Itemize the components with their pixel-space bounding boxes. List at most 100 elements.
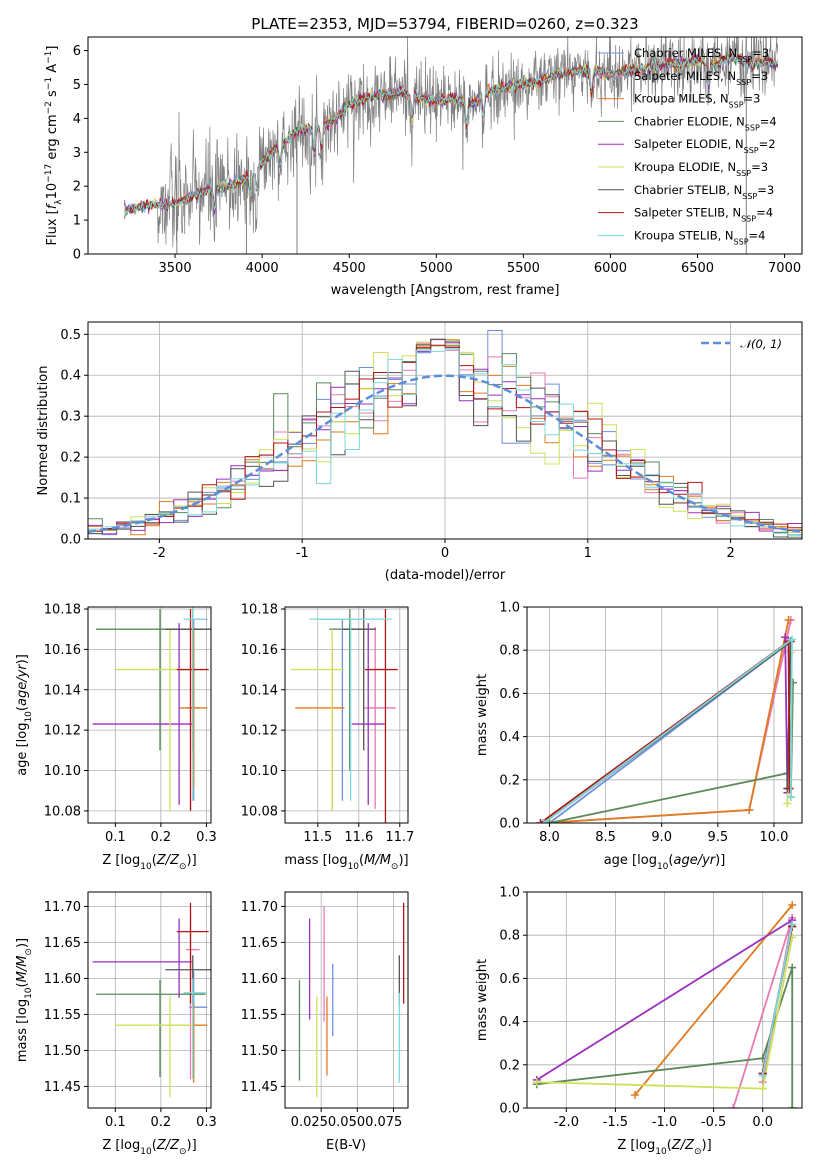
errorbar-salpeter-elodie <box>92 918 193 998</box>
label-part: 10 <box>657 862 669 872</box>
label-part: )] <box>187 853 197 868</box>
errorbar-kroupa-stelib <box>183 978 207 1080</box>
mass-weight-vs-age-panel: 8.0 8.5 9.0 9.5 10.0 0.0 0.2 0.4 0.6 0.8 1.0 age [l… <box>475 601 803 872</box>
y-tick-label: 1.0 <box>499 886 520 901</box>
age-vs-Z-panel: 0.1 0.2 0.3 10.08 10.10 10.12 10.14 10.16 10.18 Z… <box>15 603 217 872</box>
errorbar-chabrier-miles <box>189 618 208 801</box>
y-tick-label: 11.50 <box>241 1044 278 1059</box>
weight-line-kroupa-stelib <box>761 924 794 1076</box>
y-axis-label: age [log10(age/yr)] <box>15 654 34 776</box>
x-tick-label: 11.7 <box>385 830 414 845</box>
errorbar-kroupa-stelib <box>309 618 392 801</box>
errorbar-kroupa-elodie <box>115 629 193 811</box>
weight-marker <box>787 635 796 644</box>
label-part: mass weight <box>475 959 490 1041</box>
legend-label-sub: SSP <box>736 169 751 178</box>
y-tick-label: 11.60 <box>44 972 81 987</box>
x-tick-label: 0 <box>441 546 449 561</box>
legend-label-suffix: =3 <box>757 183 774 197</box>
axes-frame <box>284 891 409 1109</box>
weight-marker <box>536 819 545 823</box>
errorbar-kroupa-miles <box>180 627 208 789</box>
legend-label-main: Kroupa MILES, N <box>634 92 729 106</box>
y-tick-label: 0.4 <box>499 730 520 745</box>
y-tick-label: 11.55 <box>44 1008 81 1023</box>
label-part: ⊙ <box>179 1147 187 1157</box>
y-tick-label: 0.8 <box>499 929 520 944</box>
errorbar-chabrier-stelib <box>343 609 377 751</box>
y-axis-label: mass weight <box>475 959 490 1041</box>
mass-weight-vs-Z-panel: -2.0 -1.5 -1.0 -0.5 0.0 0.0 0.2 0.4 0.6 0.8 1.0 Z [… <box>475 886 803 1157</box>
x-tick-label: 3500 <box>159 261 192 276</box>
label-part: ( <box>152 853 157 868</box>
histogram-salpeter-stelib <box>88 344 802 532</box>
y-tick-label: 0.3 <box>60 410 81 425</box>
y-tick-label: 0.8 <box>499 644 520 659</box>
legend-label-suffix: =3 <box>751 69 768 83</box>
label-part: Z/Z <box>156 853 180 868</box>
errorbar-kroupa-stelib <box>183 607 207 801</box>
label-part: ] <box>45 46 60 51</box>
plot-area <box>88 330 802 538</box>
x-tick-label: -2 <box>153 546 166 561</box>
label-part: Z/Z <box>671 1138 695 1153</box>
weight-marker <box>539 819 548 823</box>
x-tick-labels: 0.0250.0500.075 <box>291 1115 403 1130</box>
x-tick-label: 11.5 <box>303 830 332 845</box>
legend-label: Chabrier ELODIE, NSSP=4 <box>634 114 777 131</box>
plot-area <box>298 902 405 1098</box>
x-tick-label: 8.0 <box>539 830 560 845</box>
x-tick-label: 11.6 <box>344 830 373 845</box>
legend-label-sub: SSP <box>744 146 759 155</box>
legend-label-suffix: =4 <box>749 228 766 242</box>
axes-frame <box>284 606 409 824</box>
weight-marker <box>758 1071 767 1080</box>
weight-line-chabrier-elodie <box>549 682 794 823</box>
legend-label: 𝒩(0, 1) <box>740 337 782 351</box>
y-tick-label: 0.0 <box>499 817 520 832</box>
y-tick-label: 10.12 <box>44 724 81 739</box>
label-part: ⊙ <box>694 1147 702 1157</box>
label-part: λ <box>54 199 64 205</box>
label-part: ⊙ <box>391 862 399 872</box>
y-tick-label: 11.70 <box>44 900 81 915</box>
legend-label-main: Kroupa ELODIE, N <box>634 160 736 174</box>
y-tick-label: 10.18 <box>241 603 278 618</box>
x-tick-label: -2.0 <box>554 1115 579 1130</box>
y-tick-label: 0.6 <box>499 972 520 987</box>
y-axis-label: mass [log10(M/M⊙)] <box>15 938 34 1062</box>
legend-label: Salpeter ELODIE, NSSP=2 <box>634 137 776 155</box>
x-tick-label: 6000 <box>594 261 627 276</box>
label-part: −2 <box>44 101 54 114</box>
legend-label-suffix: =4 <box>760 114 777 128</box>
y-tick-label: 11.45 <box>44 1080 81 1095</box>
legend-label: Kroupa ELODIE, NSSP=3 <box>634 160 768 178</box>
y-tick-label: 11.50 <box>44 1044 81 1059</box>
legend-label: Kroupa STELIB, NSSP=4 <box>634 228 765 246</box>
y-tick-label: 10.08 <box>241 804 278 819</box>
label-part: Z [log <box>102 1138 140 1153</box>
y-tick-label: 1.0 <box>499 601 520 616</box>
x-tick-label: 10.0 <box>759 830 788 845</box>
label-part: 10 <box>140 1147 152 1157</box>
x-tick-label: 0.2 <box>151 1115 172 1130</box>
legend-label-main: Chabrier MILES, N <box>634 46 737 60</box>
model-spectrum-salpeter-stelib <box>124 52 778 214</box>
x-tick-label: 0.2 <box>151 830 172 845</box>
y-tick-label: 0.4 <box>499 1015 520 1030</box>
y-tick-label: 11.45 <box>241 1080 278 1095</box>
legend-label: Salpeter MILES, NSSP=3 <box>634 69 768 87</box>
x-tick-label: 9.5 <box>707 830 728 845</box>
y-tick-label: 10.10 <box>44 764 81 779</box>
plot-area <box>532 900 797 1108</box>
label-part: mass [log <box>284 853 347 868</box>
errorbar-chabrier-elodie <box>96 609 206 751</box>
y-tick-label: 0.6 <box>499 687 520 702</box>
legend-label-suffix: =2 <box>759 137 776 151</box>
y-tick-label: 2 <box>73 180 81 195</box>
errorbar-salpeter-elodie <box>92 623 193 805</box>
errorbar-salpeter-stelib <box>176 902 209 1004</box>
label-part: )] <box>15 938 30 948</box>
